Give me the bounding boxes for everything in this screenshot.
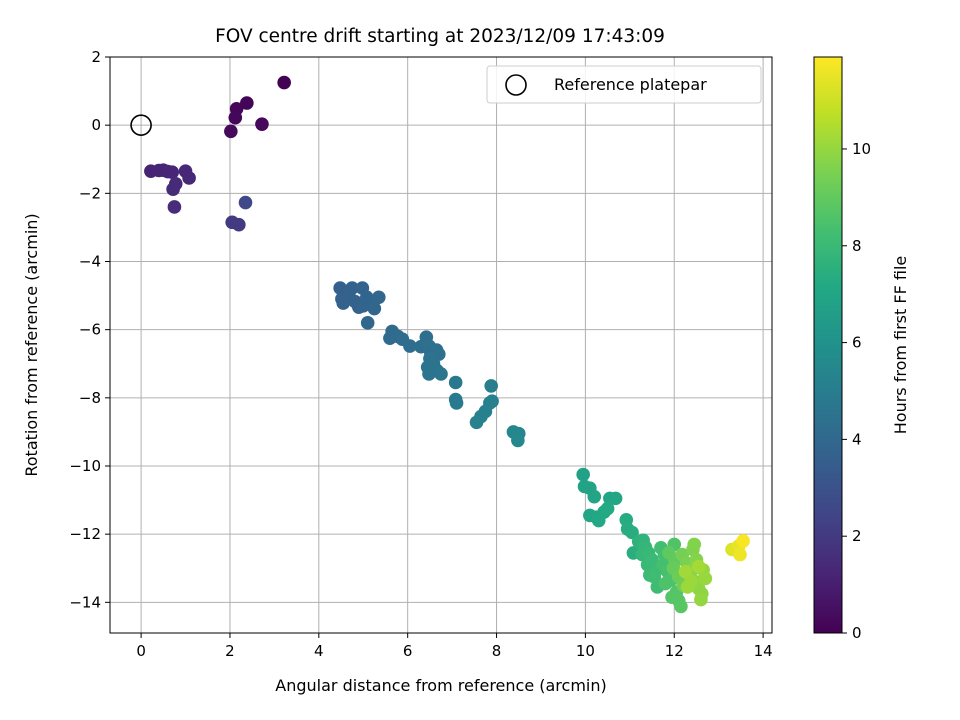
drift-point	[645, 552, 659, 567]
x-tick-label: 2	[225, 642, 235, 660]
drift-point	[687, 537, 702, 552]
drift-point	[469, 415, 484, 430]
reference-marker	[130, 114, 152, 136]
drift-point	[182, 171, 196, 185]
drift-point	[608, 491, 623, 506]
colorbar-tick-label: 2	[852, 527, 862, 545]
drift-point	[733, 547, 747, 562]
x-axis-ticks: 0 2 4 6 8 10 12 14	[136, 633, 773, 660]
scatter-points	[144, 75, 750, 614]
drift-point	[576, 467, 590, 482]
drift-point	[232, 217, 246, 232]
drift-point	[228, 110, 243, 125]
y-axis-title: Rotation from reference (arcmin)	[22, 213, 41, 476]
plot-frame	[109, 56, 773, 634]
drift-point	[647, 569, 662, 584]
drift-point	[448, 375, 463, 390]
reference-marker-group	[130, 114, 152, 136]
colorbar-tick-label: 8	[852, 237, 862, 255]
x-tick-label: 6	[403, 642, 413, 660]
legend-reference-marker	[505, 74, 527, 96]
y-axis-ticks: 2 0 −2 −4 −6 −8 −10 −12 −14	[69, 48, 110, 611]
drift-point	[587, 489, 602, 504]
drift-point	[698, 571, 713, 586]
drift-point	[224, 124, 238, 139]
y-tick-label: 0	[91, 116, 101, 134]
drift-point	[600, 501, 615, 516]
y-tick-label: −2	[79, 184, 101, 202]
drift-point	[371, 290, 386, 305]
colorbar-tick-label: 10	[852, 140, 871, 158]
drift-point	[360, 316, 375, 330]
colorbar-tick-label: 0	[852, 624, 862, 642]
y-tick-label: −12	[69, 525, 101, 543]
x-tick-label: 14	[754, 642, 773, 660]
y-tick-label: −4	[79, 252, 101, 270]
x-gridlines	[140, 57, 764, 633]
y-tick-label: −8	[79, 389, 101, 407]
colorbar-ticks: 0 2 4 6 8 10	[842, 140, 871, 642]
chart-title: FOV centre drift starting at 2023/12/09 …	[215, 26, 665, 47]
drift-point	[678, 564, 693, 579]
drift-point	[674, 599, 688, 614]
colorbar-tick-label: 6	[852, 334, 862, 352]
drift-point	[277, 75, 291, 90]
legend: Reference platepar	[486, 65, 762, 104]
drift-point	[736, 534, 750, 548]
colorbar	[813, 56, 843, 634]
drift-point	[255, 117, 269, 131]
drift-point	[167, 200, 182, 214]
y-tick-label: −6	[79, 321, 101, 339]
x-tick-label: 8	[492, 642, 502, 660]
x-tick-label: 10	[576, 642, 595, 660]
drift-point	[511, 433, 525, 448]
colorbar-tick-label: 4	[852, 430, 862, 448]
legend-box	[486, 65, 762, 104]
drift-point	[240, 96, 254, 110]
drift-point	[694, 592, 708, 607]
drift-point	[166, 182, 180, 197]
x-tick-label: 4	[314, 642, 324, 660]
x-tick-label: 12	[665, 642, 684, 660]
drift-point	[403, 339, 417, 353]
drift-point	[484, 379, 499, 393]
colorbar-title: Hours from first FF file	[891, 256, 910, 435]
x-axis-title: Angular distance from reference (arcmin)	[275, 676, 606, 695]
drift-point	[691, 559, 706, 574]
drift-point	[434, 367, 448, 381]
drift-point	[658, 576, 673, 591]
drift-point	[367, 301, 382, 316]
y-tick-label: 2	[91, 48, 101, 66]
drift-point	[165, 165, 180, 179]
drift-point	[485, 394, 499, 409]
y-tick-label: −10	[69, 457, 101, 475]
drift-point	[449, 396, 464, 410]
drift-point	[238, 195, 253, 210]
x-tick-label: 0	[136, 642, 146, 660]
legend-label: Reference platepar	[554, 75, 707, 94]
y-tick-label: −14	[69, 593, 101, 611]
